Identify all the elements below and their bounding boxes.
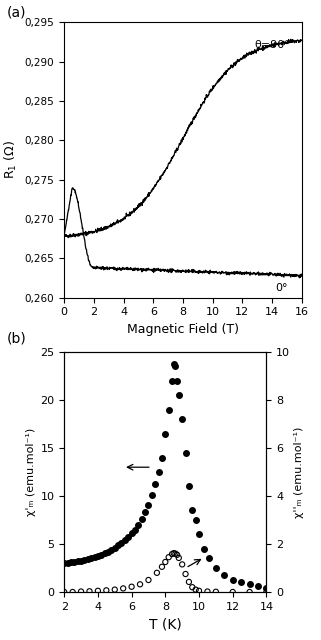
Point bbox=[247, 587, 252, 597]
Y-axis label: χ''ₘ (emu.mol⁻¹): χ''ₘ (emu.mol⁻¹) bbox=[294, 426, 304, 518]
Point bbox=[136, 520, 141, 530]
Point bbox=[68, 557, 74, 567]
Point bbox=[156, 467, 161, 477]
Y-axis label: R$_1$ (Ω): R$_1$ (Ω) bbox=[3, 141, 19, 179]
Point bbox=[139, 514, 144, 524]
Point bbox=[169, 376, 175, 386]
Point bbox=[193, 584, 198, 595]
Point bbox=[70, 587, 75, 597]
Point bbox=[112, 584, 117, 595]
Point bbox=[78, 586, 83, 596]
Point bbox=[112, 543, 117, 553]
Point bbox=[122, 535, 127, 545]
Point bbox=[92, 552, 97, 563]
Point bbox=[72, 557, 77, 567]
Point bbox=[213, 587, 218, 597]
X-axis label: Magnetic Field (T): Magnetic Field (T) bbox=[127, 323, 239, 336]
Point bbox=[173, 361, 178, 371]
Point bbox=[146, 499, 151, 509]
Point bbox=[196, 529, 202, 540]
Point bbox=[163, 429, 168, 439]
Point bbox=[119, 538, 124, 548]
Point bbox=[171, 358, 176, 369]
Point bbox=[105, 547, 110, 557]
Point bbox=[154, 568, 160, 578]
Point bbox=[126, 532, 131, 543]
Point bbox=[186, 577, 191, 587]
Text: θ=90°: θ=90° bbox=[254, 40, 290, 49]
Point bbox=[89, 553, 94, 563]
Point bbox=[166, 552, 171, 563]
Text: (a): (a) bbox=[6, 5, 26, 19]
Point bbox=[264, 587, 269, 597]
Point bbox=[196, 586, 202, 596]
Point bbox=[222, 570, 227, 580]
Point bbox=[121, 583, 126, 593]
Point bbox=[62, 587, 67, 597]
Point bbox=[129, 529, 134, 539]
Point bbox=[116, 540, 121, 550]
Point bbox=[104, 585, 109, 595]
Point bbox=[159, 452, 164, 463]
Point bbox=[132, 525, 137, 535]
Point bbox=[230, 575, 235, 585]
Point bbox=[193, 515, 198, 525]
Point bbox=[205, 586, 210, 596]
Point bbox=[239, 577, 244, 588]
Point bbox=[175, 550, 180, 560]
Text: 0°: 0° bbox=[275, 284, 288, 293]
Point bbox=[190, 506, 195, 516]
Point bbox=[95, 586, 100, 596]
Point bbox=[183, 569, 188, 579]
Point bbox=[159, 562, 164, 572]
Point bbox=[173, 548, 178, 559]
Point bbox=[176, 553, 181, 563]
Point bbox=[169, 549, 175, 559]
Y-axis label: χ'ₘ (emu.mol⁻¹): χ'ₘ (emu.mol⁻¹) bbox=[26, 428, 36, 516]
Point bbox=[62, 558, 67, 568]
X-axis label: T (K): T (K) bbox=[149, 617, 182, 631]
Point bbox=[129, 582, 134, 592]
Point bbox=[264, 583, 269, 593]
Point bbox=[137, 579, 143, 589]
Point bbox=[166, 404, 171, 415]
Point bbox=[109, 545, 114, 555]
Point bbox=[143, 507, 148, 517]
Point bbox=[230, 587, 235, 597]
Point bbox=[202, 543, 207, 554]
Point bbox=[207, 553, 212, 563]
Point bbox=[65, 557, 70, 568]
Point bbox=[183, 448, 188, 458]
Point bbox=[186, 481, 191, 492]
Point bbox=[176, 390, 181, 401]
Point bbox=[99, 549, 104, 559]
Point bbox=[190, 582, 195, 593]
Point bbox=[171, 548, 176, 558]
Point bbox=[95, 551, 100, 561]
Point bbox=[213, 563, 218, 573]
Point bbox=[256, 581, 261, 591]
Point bbox=[78, 556, 83, 566]
Point bbox=[82, 555, 87, 566]
Point bbox=[102, 548, 107, 558]
Point bbox=[180, 559, 185, 570]
Point bbox=[180, 414, 185, 424]
Point bbox=[85, 554, 91, 564]
Point bbox=[149, 490, 154, 500]
Point bbox=[146, 575, 151, 585]
Point bbox=[153, 479, 158, 490]
Point bbox=[163, 557, 168, 567]
Text: (b): (b) bbox=[6, 332, 26, 346]
Point bbox=[87, 586, 92, 596]
Point bbox=[247, 579, 252, 589]
Point bbox=[75, 556, 80, 566]
Point bbox=[175, 376, 180, 386]
